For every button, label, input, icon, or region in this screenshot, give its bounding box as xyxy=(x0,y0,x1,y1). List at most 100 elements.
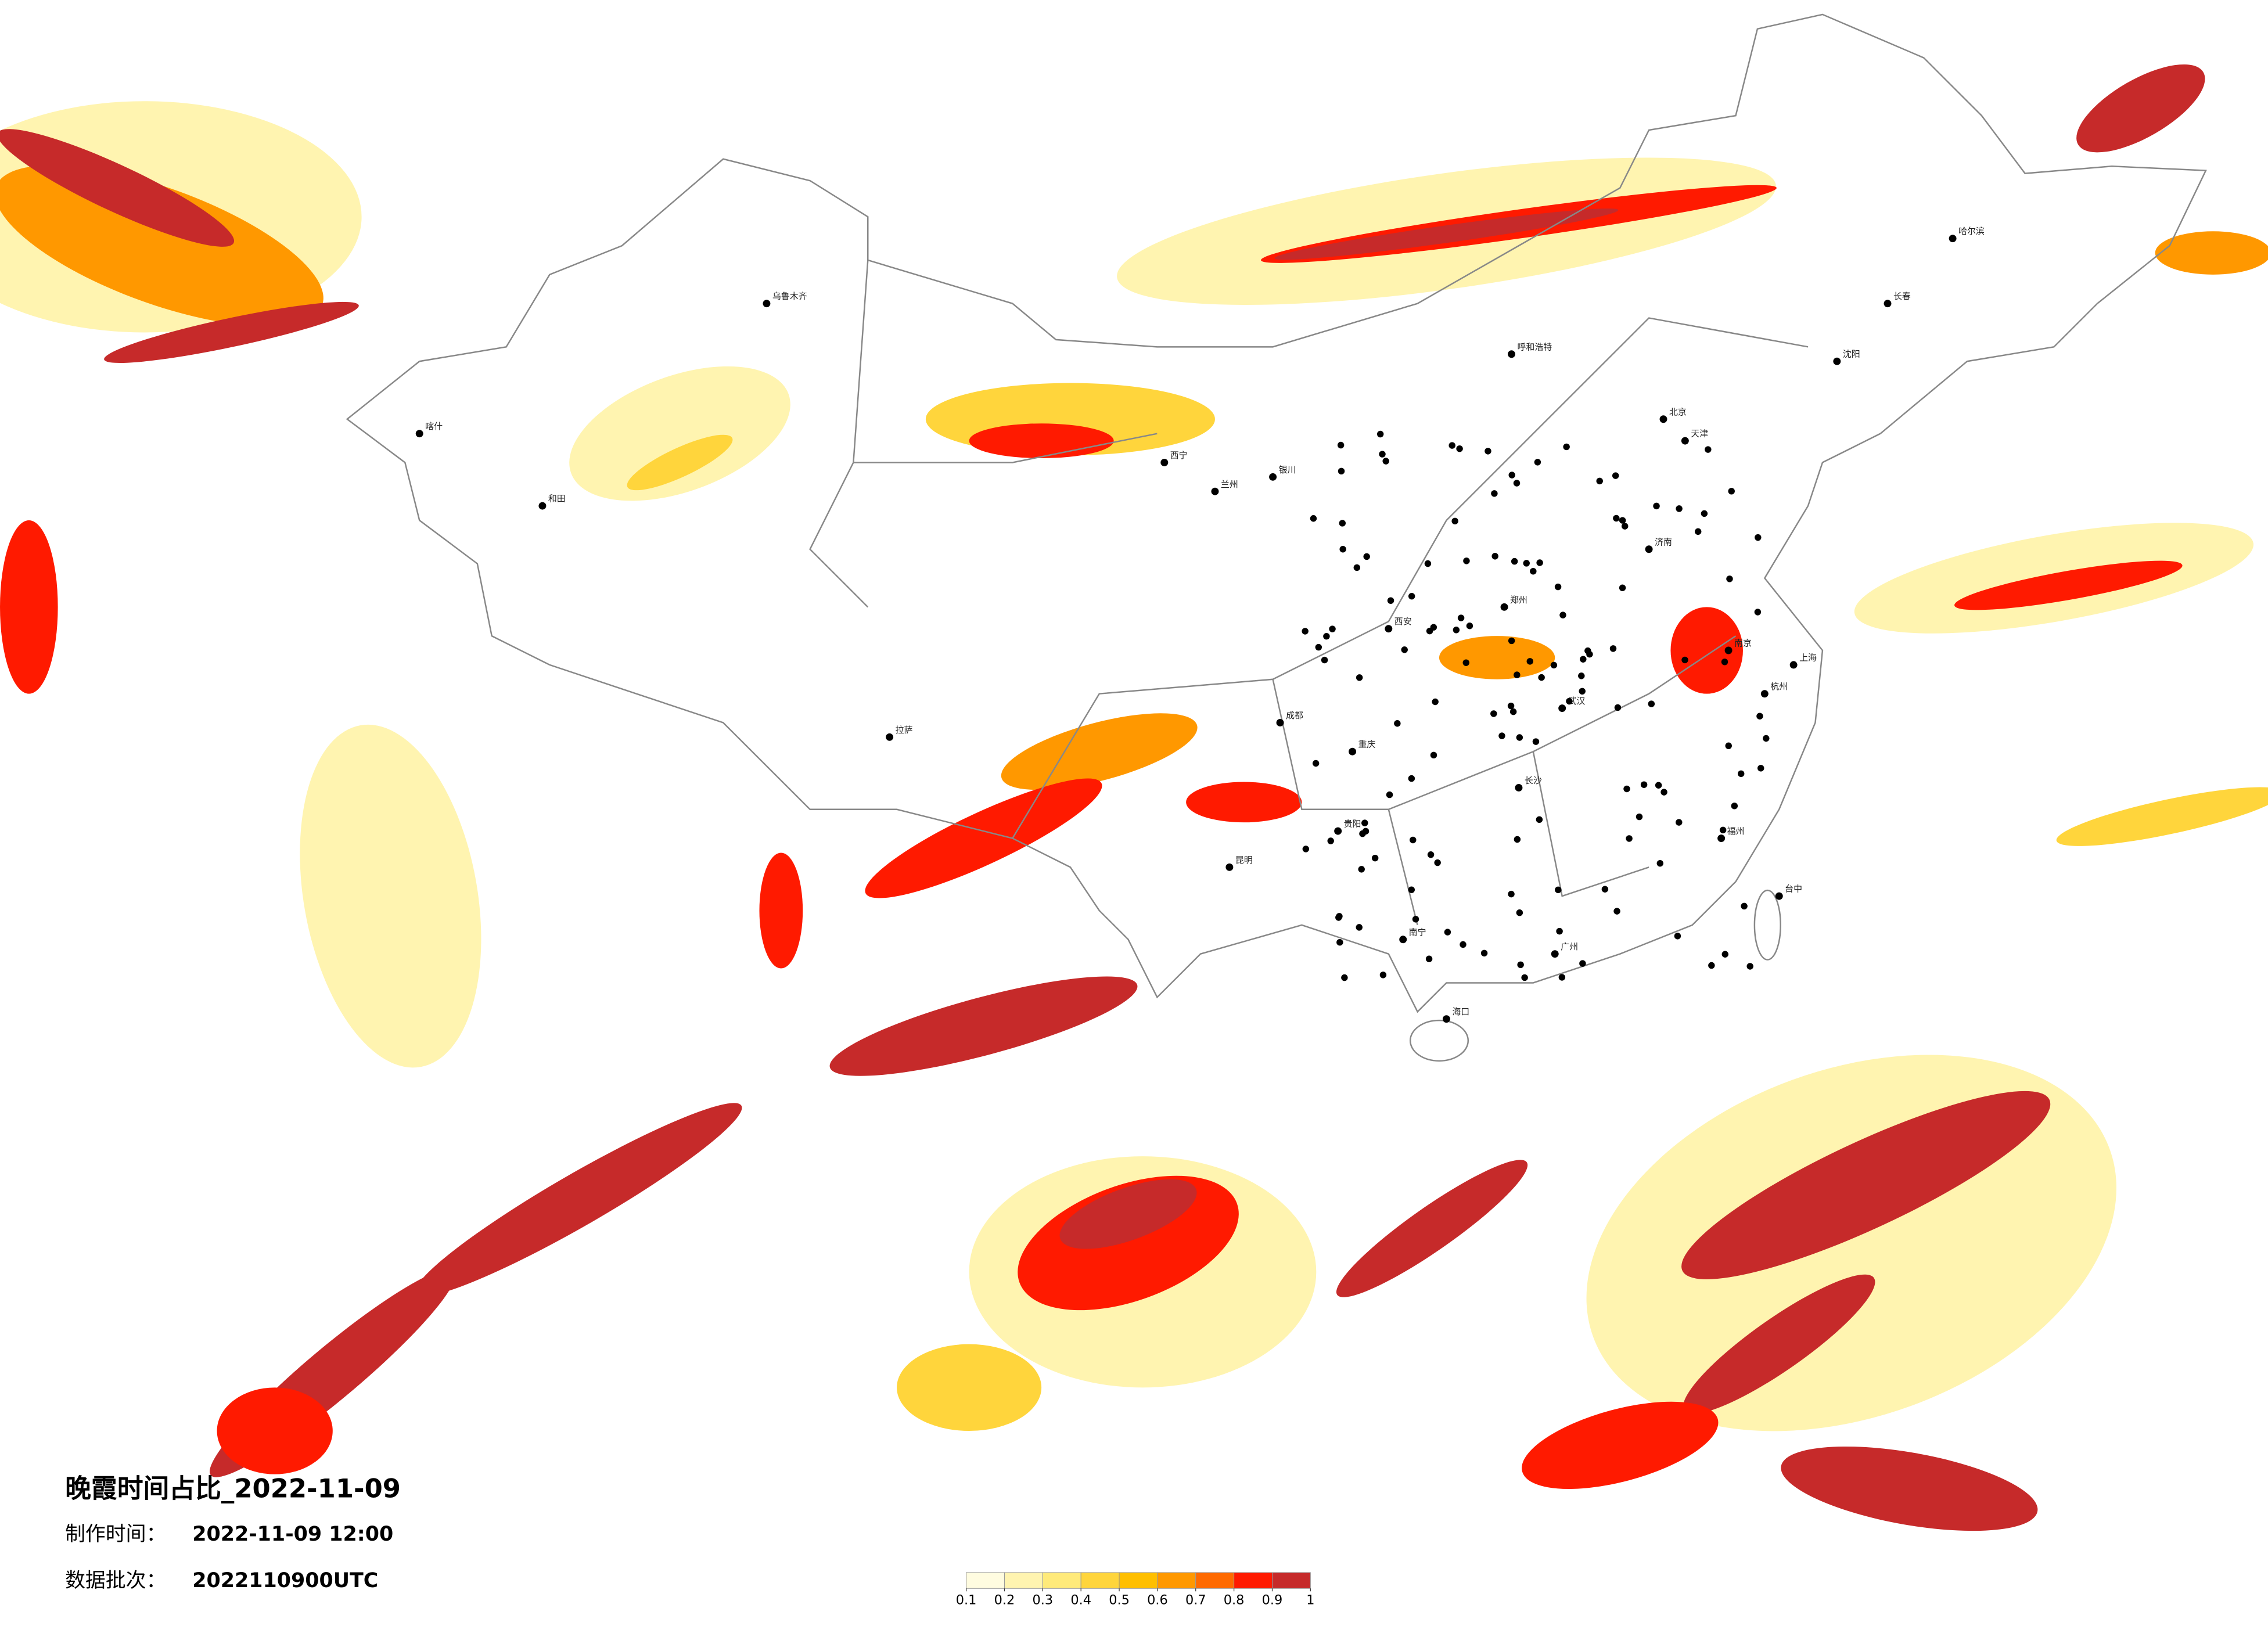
station-dot xyxy=(1584,647,1591,654)
station-dot xyxy=(1556,927,1563,935)
city-label: 喀什 xyxy=(425,421,443,431)
station-dot xyxy=(1558,974,1566,981)
legend-swatch xyxy=(1195,1572,1235,1589)
station-dot xyxy=(1339,546,1346,553)
city-label: 武汉 xyxy=(1568,696,1586,706)
station-dot xyxy=(1534,459,1541,466)
city-label: 南宁 xyxy=(1409,927,1426,937)
station-dot xyxy=(1466,623,1473,629)
city-label: 西宁 xyxy=(1170,450,1188,461)
city-dot xyxy=(1399,936,1407,944)
station-dot xyxy=(1508,472,1515,479)
field-patch xyxy=(2155,231,2268,275)
city-label: 和田 xyxy=(548,494,566,504)
station-dot xyxy=(1676,819,1683,826)
city-label: 台中 xyxy=(1785,884,1802,894)
city-dot xyxy=(1681,437,1689,445)
field-patch xyxy=(1439,636,1555,679)
legend-swatch xyxy=(1234,1572,1273,1589)
legend-tick-label: 0.8 xyxy=(1224,1593,1245,1608)
city-label: 兰州 xyxy=(1221,479,1238,490)
field-patch xyxy=(1683,1274,1875,1414)
station-dot xyxy=(1536,816,1543,823)
station-dot xyxy=(1341,974,1348,981)
legend-tick-label: 0.7 xyxy=(1185,1593,1206,1608)
station-dot xyxy=(1338,467,1345,475)
station-dot xyxy=(1425,955,1433,962)
city-dot xyxy=(1659,415,1667,423)
city-dot xyxy=(1442,1015,1450,1023)
station-dot xyxy=(1555,886,1562,894)
station-dot xyxy=(1580,656,1587,663)
city-dot xyxy=(1724,646,1733,654)
station-dot xyxy=(1379,972,1387,979)
station-dot xyxy=(1302,628,1309,635)
city-label: 呼和浩特 xyxy=(1517,341,1552,352)
city-dot xyxy=(1349,747,1357,756)
station-dot xyxy=(1550,661,1558,669)
station-dot xyxy=(1462,659,1469,666)
station-dot xyxy=(1619,584,1626,591)
city-label: 福州 xyxy=(1727,826,1745,836)
station-dot xyxy=(1430,624,1437,631)
station-dot xyxy=(1302,846,1310,852)
city-dot xyxy=(1551,950,1559,958)
station-dot xyxy=(1566,697,1573,705)
city-dot xyxy=(1884,300,1892,308)
station-dot xyxy=(1490,710,1497,717)
field-patch xyxy=(969,423,1114,458)
station-dot xyxy=(1756,713,1763,720)
field-patch xyxy=(1274,208,1619,260)
station-dot xyxy=(1424,560,1432,567)
island-border xyxy=(1409,1019,1469,1062)
city-dot xyxy=(763,300,771,308)
city-label: 广州 xyxy=(1561,941,1578,952)
field-patch xyxy=(569,366,790,501)
station-dot xyxy=(1312,760,1320,767)
city-dot xyxy=(1269,473,1277,481)
station-dot xyxy=(1513,480,1521,487)
station-dot xyxy=(1721,951,1728,958)
field-patch xyxy=(1059,1179,1197,1249)
station-dot xyxy=(1636,813,1643,821)
city-label: 成都 xyxy=(1286,710,1303,721)
station-dot xyxy=(1728,488,1735,495)
field-patch xyxy=(865,778,1102,898)
field-patch xyxy=(1681,1091,2051,1279)
city-dot xyxy=(1276,718,1284,726)
legend: 0.1 0.2 0.3 0.4 0.5 0.6 0.7 0.8 0.9 1 xyxy=(956,1572,1314,1608)
station-dot xyxy=(1640,781,1648,788)
batch: 2022110900UTC xyxy=(192,1569,378,1592)
city-dot xyxy=(1833,357,1841,365)
field-patch xyxy=(1001,713,1198,790)
station-dot xyxy=(1387,597,1394,604)
station-dot xyxy=(1660,789,1667,796)
station-dot xyxy=(1653,502,1660,510)
legend-swatch xyxy=(1271,1572,1311,1589)
station-dot xyxy=(1448,442,1455,449)
station-dot xyxy=(1613,515,1620,522)
station-dot xyxy=(1755,534,1762,541)
city-dot xyxy=(1717,834,1726,843)
city-dot xyxy=(1760,690,1769,698)
station-dot xyxy=(1563,443,1570,451)
station-dot xyxy=(1356,674,1363,681)
station-dot xyxy=(1361,819,1368,826)
station-dot xyxy=(1674,933,1681,940)
station-dot xyxy=(1323,632,1330,640)
station-dot xyxy=(1509,708,1517,715)
station-dot xyxy=(1363,553,1370,560)
station-dot xyxy=(1746,963,1753,970)
make-time: 2022-11-09 12:00 xyxy=(192,1523,393,1546)
station-dot xyxy=(1379,451,1386,458)
station-dot xyxy=(1339,520,1346,527)
station-dot xyxy=(1705,446,1712,453)
station-dot xyxy=(1432,698,1439,706)
station-dot xyxy=(1626,835,1633,842)
station-dot xyxy=(1725,742,1732,749)
city-label: 昆明 xyxy=(1235,855,1253,865)
station-dot xyxy=(1310,515,1317,522)
station-dot xyxy=(1731,803,1738,810)
